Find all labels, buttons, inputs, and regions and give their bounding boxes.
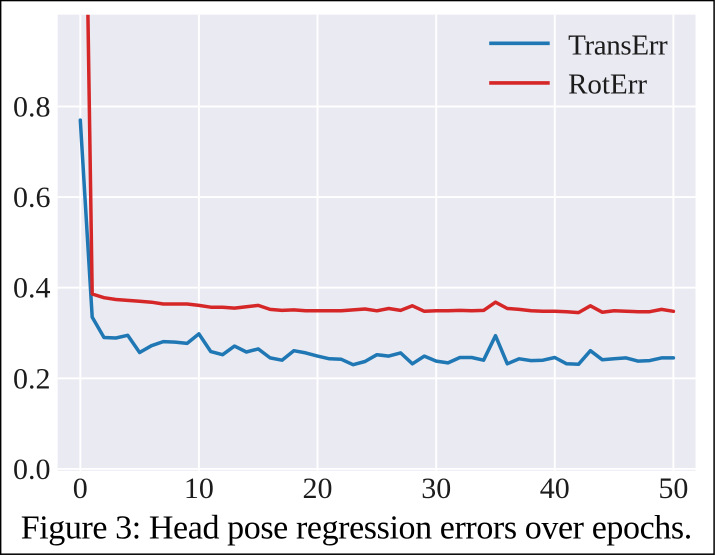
svg-text:20: 20 (303, 472, 333, 505)
svg-text:TransErr: TransErr (568, 30, 668, 62)
svg-text:0.4: 0.4 (13, 272, 51, 305)
svg-text:Figure 3: Head pose regression: Figure 3: Head pose regression errors ov… (21, 510, 692, 547)
svg-text:30: 30 (421, 472, 451, 505)
svg-text:0.8: 0.8 (13, 91, 51, 124)
svg-text:0.0: 0.0 (13, 453, 51, 486)
svg-text:RotErr: RotErr (568, 68, 647, 100)
svg-text:50: 50 (658, 472, 688, 505)
svg-text:0.2: 0.2 (13, 362, 51, 395)
svg-text:0: 0 (73, 472, 88, 505)
svg-text:0.6: 0.6 (13, 181, 51, 214)
svg-text:10: 10 (184, 472, 214, 505)
svg-text:40: 40 (540, 472, 570, 505)
